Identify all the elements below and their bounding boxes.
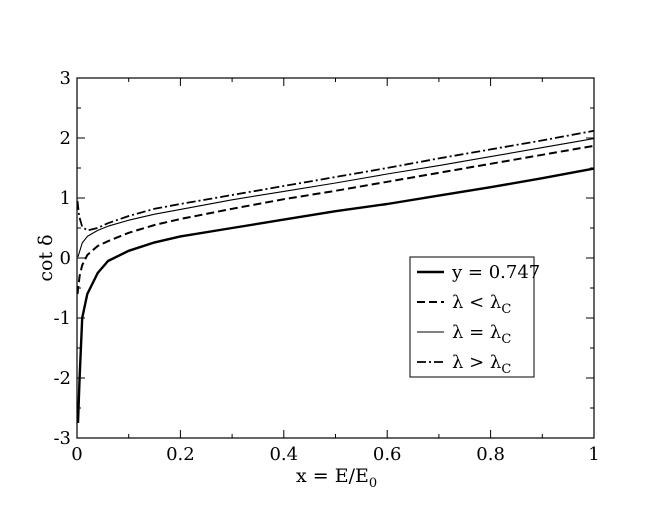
x-tick-label: 0.6 — [373, 444, 402, 465]
y-tick-label: -2 — [53, 368, 71, 389]
y-axis-label: cot δ — [35, 234, 57, 281]
y-tick-labels: -3 -2 -1 0 1 2 3 — [53, 68, 71, 449]
series-line-3 — [77, 138, 595, 257]
y-tick-label: 1 — [60, 188, 71, 209]
y-tick-label: 3 — [60, 68, 71, 89]
x-tick-label: 0.8 — [476, 444, 505, 465]
x-tick-label: 0 — [71, 444, 82, 465]
x-axis-label: x = E/E0 — [296, 465, 377, 491]
y-tick-label: 0 — [60, 248, 71, 269]
legend-label: y = 0.747 — [451, 262, 540, 283]
series-line-2 — [76, 144, 595, 295]
legend: y = 0.747 λ < λC λ = λC λ > λC — [409, 256, 540, 378]
x-tick-labels: 0 0.2 0.4 0.6 0.8 1 — [71, 444, 599, 465]
x-tick-label: 0.2 — [166, 444, 195, 465]
legend-label: λ > λC — [452, 352, 511, 377]
series-line-1 — [76, 167, 595, 424]
legend-label: λ = λC — [452, 322, 511, 347]
series-lines — [76, 129, 595, 424]
plot-frame — [76, 77, 595, 439]
legend-box — [409, 256, 535, 378]
legend-label: λ < λC — [452, 292, 511, 317]
x-tick-label: 1 — [588, 444, 599, 465]
series-line-4 — [76, 129, 595, 232]
y-tick-label: -1 — [53, 308, 71, 329]
y-tick-label: 2 — [60, 128, 71, 149]
y-tick-label: -3 — [53, 428, 71, 449]
x-tick-label: 0.4 — [269, 444, 298, 465]
